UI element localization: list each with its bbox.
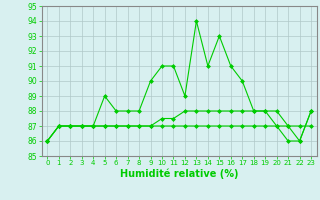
X-axis label: Humidité relative (%): Humidité relative (%) (120, 169, 238, 179)
